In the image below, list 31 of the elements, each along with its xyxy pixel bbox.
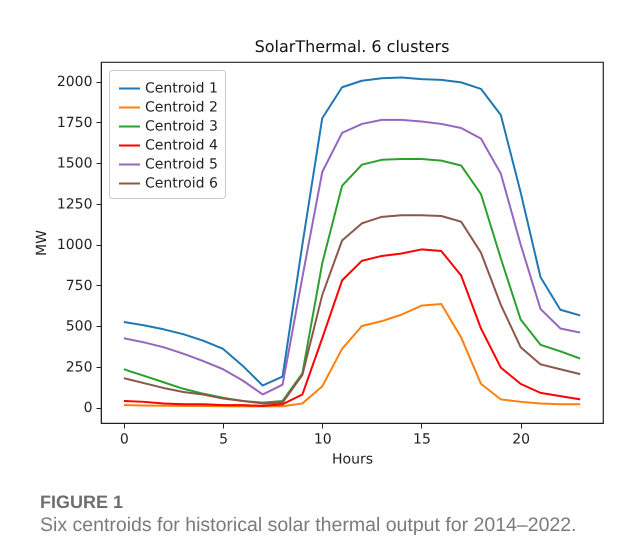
- y-tick-label: 1250: [56, 196, 92, 212]
- line-series: [122, 303, 582, 408]
- y-tick-label: 0: [84, 400, 92, 416]
- x-tick-label: 15: [413, 432, 431, 448]
- line-series: [122, 118, 582, 396]
- chart-title: SolarThermal. 6 clusters: [254, 37, 450, 56]
- y-tick-label: 500: [66, 318, 92, 335]
- legend-label: Centroid 2: [145, 100, 218, 116]
- y-tick-label: 2000: [56, 74, 92, 90]
- caption: FIGURE 1: [40, 492, 124, 512]
- y-tick-label: 1750: [56, 114, 92, 131]
- y-tick-label: 750: [66, 278, 92, 294]
- legend-label: Centroid 1: [145, 80, 218, 96]
- line-series: [122, 214, 582, 404]
- legend-label: Centroid 4: [145, 138, 218, 154]
- y-tick-label: 1000: [56, 237, 92, 254]
- y-axis-title: MW: [34, 230, 50, 256]
- text: Six centroids for historical solar thermal output for 2014–2022.: [40, 514, 577, 536]
- line-series: [122, 158, 582, 404]
- y-tick-label: 250: [66, 359, 92, 376]
- x-tick-label: 20: [512, 432, 530, 448]
- x-tick-label: 5: [219, 432, 228, 448]
- legend-label: Centroid 6: [145, 176, 218, 192]
- y-tick-label: 1500: [56, 156, 92, 172]
- x-tick-label: 10: [314, 432, 332, 448]
- legend-label: Centroid 5: [145, 156, 218, 172]
- x-tick-label: 0: [120, 432, 129, 448]
- line-series: [122, 76, 582, 387]
- x-axis-title: Hours: [332, 452, 374, 468]
- legend-label: Centroid 3: [145, 118, 218, 134]
- line-series: [122, 248, 582, 407]
